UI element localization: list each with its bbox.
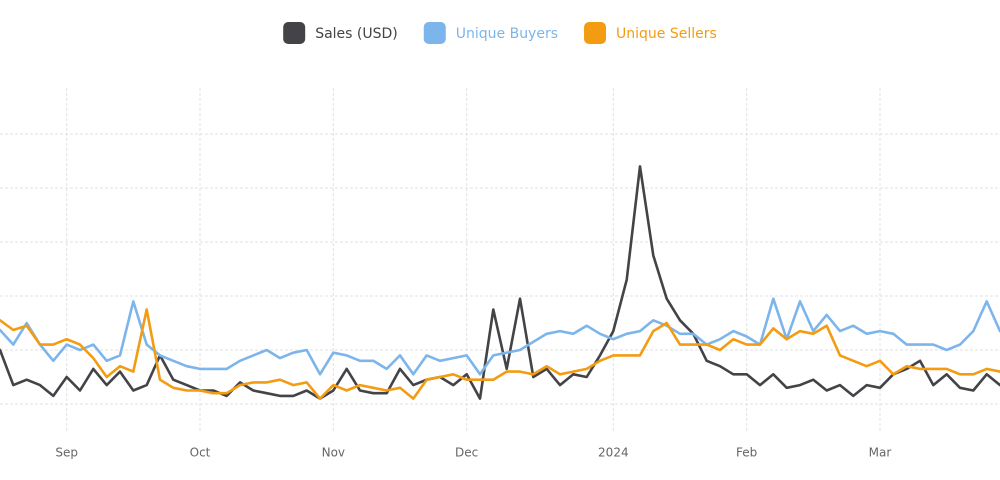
series-line [0, 165, 1000, 400]
plot-area: Sep Oct Nov Dec 2024 Feb Mar [0, 88, 1000, 460]
legend-swatch [283, 22, 306, 44]
series-line [0, 308, 1000, 400]
legend-label: Unique Buyers [456, 26, 558, 42]
x-tick-label: Sep [55, 446, 78, 460]
x-tick-label: 2024 [598, 446, 629, 460]
legend-item[interactable]: Sales (USD) [283, 22, 398, 44]
series-line [0, 297, 1000, 376]
legend-label: Unique Sellers [616, 26, 717, 42]
legend-label: Sales (USD) [315, 26, 398, 42]
x-tick-label: Oct [190, 446, 211, 460]
x-tick-label: Mar [869, 446, 892, 460]
legend: Sales (USD) Unique Buyers Unique Sellers [283, 22, 717, 44]
legend-item[interactable]: Unique Buyers [423, 22, 558, 44]
x-tick-label: Feb [736, 446, 757, 460]
legend-item[interactable]: Unique Sellers [584, 22, 717, 44]
x-tick-label: Nov [322, 446, 345, 460]
x-tick-label: Dec [455, 446, 478, 460]
legend-swatch [584, 22, 607, 44]
legend-swatch [423, 22, 446, 44]
